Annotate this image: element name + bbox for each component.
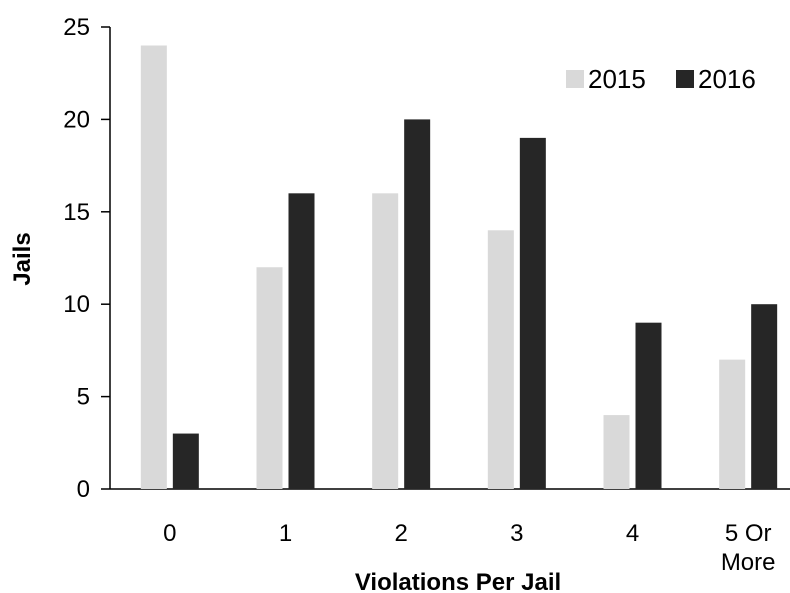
y-tick-label: 5 bbox=[77, 384, 90, 411]
y-axis-title: Jails bbox=[9, 232, 36, 285]
y-axis: 0 5 10 15 20 25 bbox=[63, 14, 111, 503]
x-axis-title: Violations Per Jail bbox=[355, 569, 561, 593]
bar-2016-4 bbox=[635, 322, 662, 489]
x-tick-label: 4 bbox=[626, 520, 639, 547]
y-tick-label: 15 bbox=[63, 199, 90, 226]
y-tick-label: 25 bbox=[63, 14, 90, 41]
legend: 2015 2016 bbox=[566, 64, 756, 94]
bars bbox=[140, 45, 778, 490]
bar-2015-5 bbox=[719, 359, 746, 489]
legend-label-2016: 2016 bbox=[698, 64, 756, 94]
legend-swatch-2015 bbox=[566, 70, 584, 88]
bar-2015-2 bbox=[372, 193, 399, 489]
bar-2015-1 bbox=[256, 267, 283, 489]
bar-2016-5 bbox=[751, 304, 778, 489]
bar-2015-4 bbox=[603, 415, 630, 489]
bar-2016-2 bbox=[404, 119, 431, 490]
x-tick-label: 0 bbox=[163, 520, 176, 547]
bar-2015-3 bbox=[487, 230, 514, 489]
legend-swatch-2016 bbox=[676, 70, 694, 88]
legend-label-2015: 2015 bbox=[588, 64, 646, 94]
y-tick-label: 0 bbox=[77, 476, 90, 503]
bar-2016-0 bbox=[172, 433, 199, 489]
y-tick-label: 20 bbox=[63, 106, 90, 133]
x-tick-label: 2 bbox=[394, 520, 407, 547]
x-tick-label: 5 Or More bbox=[721, 520, 776, 576]
bar-2016-3 bbox=[519, 137, 546, 489]
bar-2015-0 bbox=[140, 45, 167, 489]
x-tick-label: 1 bbox=[279, 520, 292, 547]
x-axis: 0 1 2 3 4 5 Or More bbox=[110, 488, 790, 576]
bar-2016-1 bbox=[288, 193, 315, 489]
y-tick-label: 10 bbox=[63, 291, 90, 318]
x-tick-label: 3 bbox=[510, 520, 523, 547]
